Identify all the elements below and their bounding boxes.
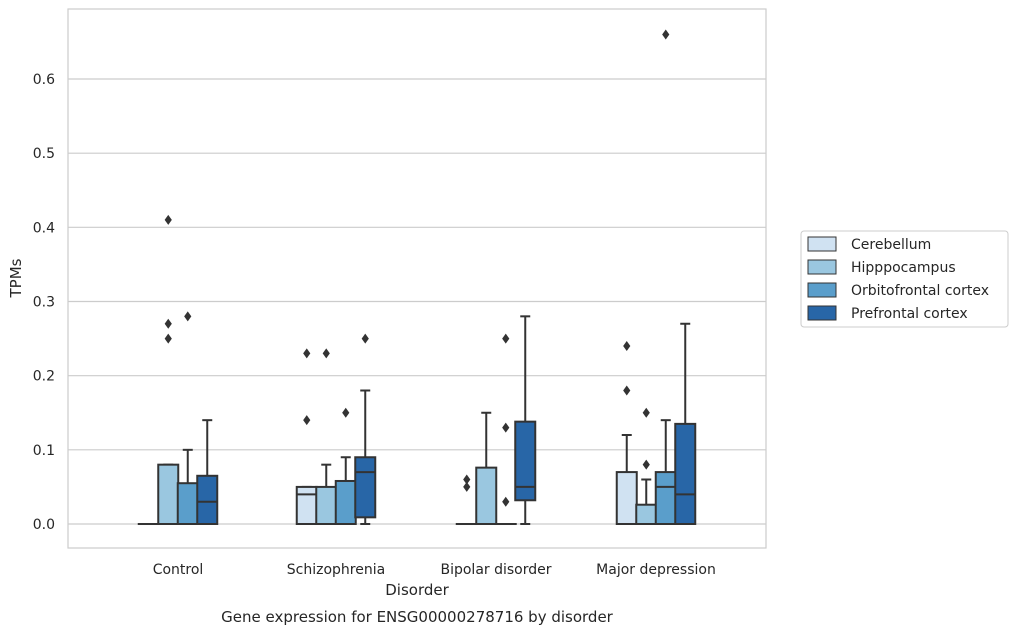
legend-swatch (807, 259, 837, 275)
outlier-point (463, 474, 471, 485)
outlier-point (322, 348, 330, 359)
box-hipppocampus (635, 407, 658, 526)
legend-label: Cerebellum (851, 237, 931, 253)
outlier-point (342, 407, 350, 418)
y-tick-label: 0.0 (33, 517, 55, 533)
box-iqr (674, 422, 697, 525)
box-iqr (475, 466, 498, 525)
outlier-point (164, 318, 172, 329)
y-tick-label: 0.3 (33, 295, 55, 311)
outlier-point (463, 481, 471, 492)
y-tick-label: 0.2 (33, 369, 55, 385)
box-iqr (654, 471, 677, 526)
box-prefrontal-cortex (674, 322, 697, 525)
y-tick-label: 0.6 (33, 72, 55, 88)
x-axis-ticks: Control Schizophrenia Bipolar disorder Majo… (153, 562, 716, 578)
box-cerebellum (615, 341, 638, 526)
box-hipppocampus (475, 411, 498, 525)
outlier-point (502, 422, 510, 433)
box-iqr (295, 485, 318, 525)
box-cerebellum (455, 474, 478, 526)
outlier-point (623, 385, 631, 396)
y-tick-label: 0.4 (33, 220, 55, 236)
legend-swatch (807, 305, 837, 321)
outlier-point (623, 341, 631, 351)
box-iqr (157, 463, 180, 525)
gridlines (68, 78, 766, 525)
legend-swatch (807, 236, 837, 252)
x-tick-label: Schizophrenia (287, 562, 385, 578)
y-axis-label: TPMs (7, 258, 25, 298)
legend-label: Prefrontal cortex (851, 306, 968, 322)
legend-label: Orbitofrontal cortex (851, 283, 989, 299)
box-iqr (196, 474, 219, 525)
legend: Cerebellum Hipppocampus Orbitofrontal cort… (800, 230, 1009, 328)
box-cerebellum (295, 348, 318, 525)
x-axis-label: Disorder (385, 581, 449, 599)
box-iqr (176, 482, 199, 526)
legend-label: Hipppocampus (851, 260, 956, 276)
box-iqr (615, 471, 638, 526)
box-hipppocampus (157, 214, 180, 525)
box-orbitofrontal-cortex (494, 333, 517, 526)
outlier-point (642, 407, 650, 418)
x-tick-label: Bipolar disorder (440, 562, 551, 578)
outlier-point (164, 214, 172, 225)
outlier-point (642, 459, 650, 470)
box-hipppocampus (315, 348, 338, 525)
y-axis-ticks: 0.0 0.1 0.2 0.3 0.4 0.5 0.6 (33, 72, 55, 533)
boxes (137, 29, 697, 526)
legend-swatch (807, 282, 837, 298)
outlier-point (184, 311, 192, 322)
box-prefrontal-cortex (196, 419, 219, 525)
box-orbitofrontal-cortex (176, 311, 199, 526)
box-iqr (635, 503, 658, 526)
x-tick-label: Control (153, 562, 204, 578)
box-iqr (315, 485, 338, 525)
box-prefrontal-cortex (514, 315, 537, 525)
outlier-point (662, 29, 670, 40)
y-tick-label: 0.5 (33, 146, 55, 162)
legend-frame (800, 230, 1009, 328)
box-iqr (514, 420, 537, 502)
y-tick-label: 0.1 (33, 443, 55, 459)
box-iqr (334, 479, 357, 526)
outlier-point (303, 415, 311, 426)
x-tick-label: Major depression (596, 562, 716, 578)
outlier-point (502, 496, 510, 507)
box-iqr (354, 456, 377, 519)
box-prefrontal-cortex (354, 333, 377, 525)
outlier-point (303, 348, 311, 359)
outlier-point (164, 333, 172, 344)
plot-frame (67, 8, 767, 549)
chart-title: Gene expression for ENSG00000278716 by d… (221, 608, 614, 626)
outlier-point (502, 333, 510, 344)
box-orbitofrontal-cortex (334, 407, 357, 526)
outlier-point (361, 333, 369, 344)
